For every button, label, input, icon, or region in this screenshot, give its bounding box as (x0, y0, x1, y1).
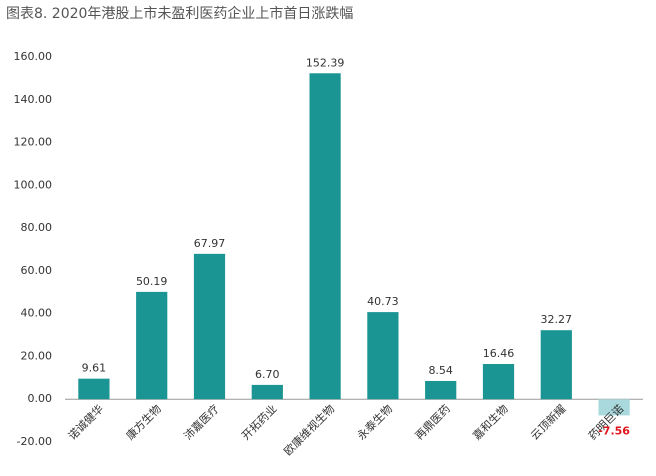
bar (482, 364, 515, 400)
value-label: 16.46 (483, 347, 515, 360)
y-tick-label: 40.00 (21, 307, 53, 320)
bar (425, 380, 457, 400)
x-tick-label: 嘉和生物 (470, 402, 511, 443)
y-tick-label: 0.00 (28, 392, 53, 405)
y-tick-label: 160.00 (14, 50, 53, 63)
bar (78, 378, 110, 400)
x-tick-label: 康方生物 (123, 402, 164, 443)
value-label: 32.27 (541, 313, 573, 326)
x-tick-label: 沛嘉医疗 (181, 402, 222, 443)
y-tick-label: 80.00 (21, 221, 53, 234)
y-tick-label: 140.00 (14, 93, 53, 106)
bar (136, 291, 168, 400)
y-tick-label: 20.00 (21, 349, 53, 362)
value-label: -7.56 (598, 424, 630, 437)
value-label: 152.39 (306, 56, 345, 69)
x-tick-label: 诺诚健华 (65, 402, 106, 443)
y-tick-label: 60.00 (21, 264, 53, 277)
bar (367, 312, 399, 400)
bar (309, 73, 341, 400)
value-label: 6.70 (255, 368, 280, 381)
x-tick-label: 永泰生物 (354, 402, 395, 443)
bar (251, 384, 283, 400)
value-label: 67.97 (194, 237, 226, 250)
chart-title: 图表8. 2020年港股上市未盈利医药企业上市首日涨跌幅 (6, 5, 353, 22)
x-tick-label: 再鼎医药 (413, 402, 453, 442)
value-label: 8.54 (428, 364, 453, 377)
y-tick-label: 100.00 (14, 178, 53, 191)
x-tick-label: 欧康维视生物 (281, 402, 338, 459)
value-label: 9.61 (82, 362, 107, 375)
value-label: 50.19 (136, 275, 168, 288)
y-tick-label: -20.00 (17, 435, 52, 448)
x-tick-label: 开拓药业 (239, 402, 280, 443)
value-label: 40.73 (367, 295, 399, 308)
x-tick-label: 云顶新耀 (528, 402, 569, 443)
bar (540, 330, 572, 400)
bar (598, 399, 630, 416)
y-tick-label: 120.00 (14, 136, 53, 149)
bar (193, 253, 226, 400)
